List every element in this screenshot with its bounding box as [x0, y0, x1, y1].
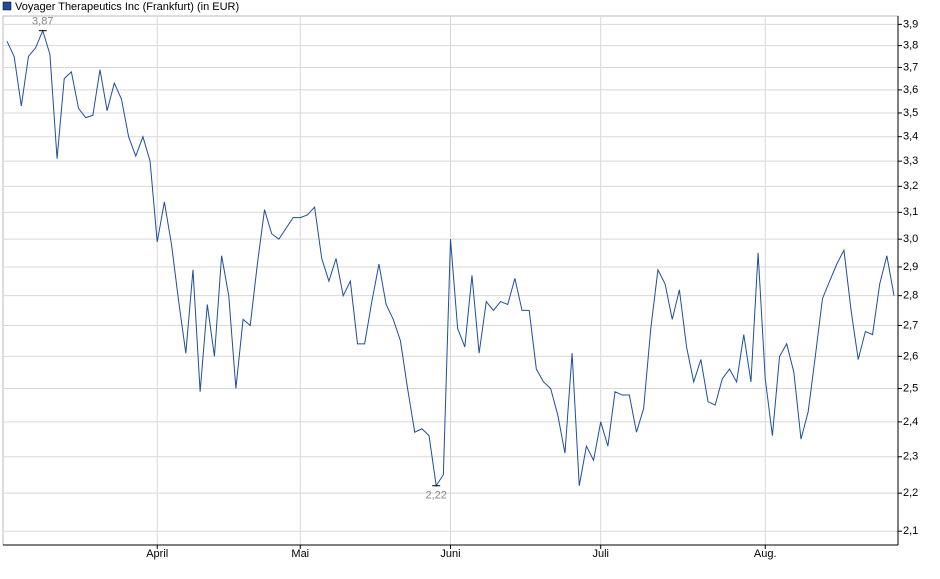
y-tick-label: 3,6	[903, 84, 918, 96]
y-tick-label: 2,6	[903, 350, 918, 362]
x-tick-label: Mai	[291, 548, 309, 560]
legend-swatch	[2, 1, 12, 11]
y-tick-label: 2,7	[903, 319, 918, 331]
price-line	[6, 29, 895, 488]
y-tick-label: 3,0	[903, 233, 918, 245]
annotation: 3,87	[32, 16, 53, 28]
y-tick-label: 2,8	[903, 290, 918, 302]
x-tick-label: Aug.	[754, 548, 777, 560]
x-tick-label: Juli	[592, 548, 609, 560]
y-tick-label: 2,3	[903, 451, 918, 463]
y-tick-label: 3,4	[903, 131, 918, 143]
chart-title: Voyager Therapeutics Inc (Frankfurt) (in…	[15, 1, 239, 13]
x-tick-label: Juni	[440, 548, 460, 560]
y-tick-label: 3,5	[903, 107, 918, 119]
y-tick-label: 2,2	[903, 487, 918, 499]
y-tick-label: 3,1	[903, 206, 918, 218]
y-tick-label: 2,5	[903, 382, 918, 394]
y-tick-label: 3,3	[903, 155, 918, 167]
y-tick-label: 3,9	[903, 18, 918, 30]
annotation: 2,22	[425, 490, 446, 502]
y-tick-label: 3,2	[903, 180, 918, 192]
y-tick-label: 2,9	[903, 261, 918, 273]
y-tick-label: 3,8	[903, 40, 918, 52]
y-tick-label: 3,7	[903, 61, 918, 73]
x-tick-label: April	[146, 548, 168, 560]
y-tick-label: 2,4	[903, 416, 918, 428]
y-tick-label: 2,1	[903, 525, 918, 537]
